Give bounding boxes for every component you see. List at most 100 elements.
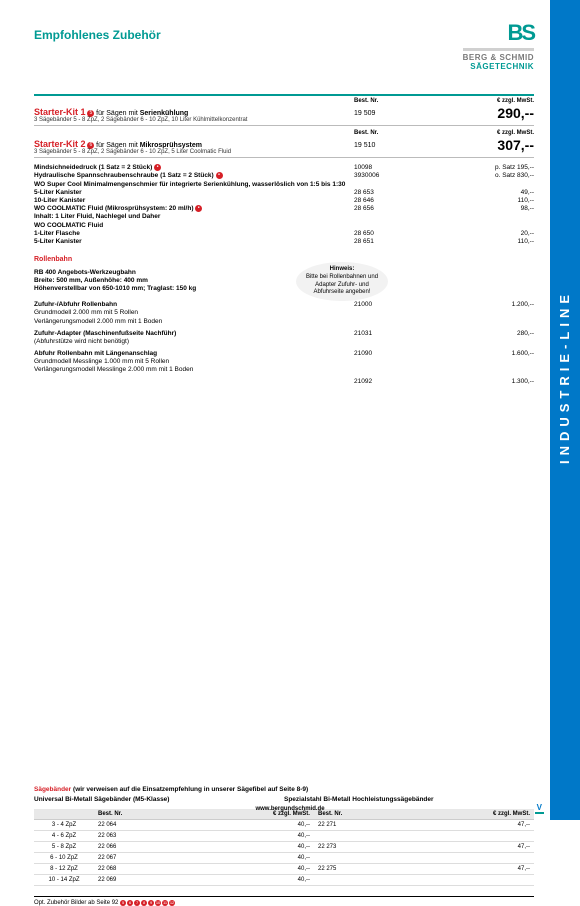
table-cell: 22 064	[94, 820, 186, 831]
footer-url: www.bergundschmid.de	[0, 806, 580, 812]
item-price	[444, 318, 534, 326]
ref-dot: 7	[134, 900, 140, 906]
item-row: WO COOLMATIC Fluid (Mikrosprühsystem: 20…	[34, 205, 534, 213]
table-cell: 8 - 12 ZpZ	[34, 864, 94, 875]
item-price: 110,--	[444, 238, 534, 246]
table-cell: 22 066	[94, 842, 186, 853]
item-best: 28 653	[354, 189, 444, 197]
item-price: 49,--	[444, 189, 534, 197]
hint-title: Hinweis:	[302, 266, 382, 274]
item-price	[444, 213, 534, 221]
item-text: 5-Liter Kanister	[34, 238, 354, 246]
table-cell	[406, 831, 534, 842]
item-text: 10-Liter Kanister	[34, 197, 354, 205]
item-text: 5-Liter Kanister	[34, 189, 354, 197]
rollen-block: Abfuhr Rollenbahn mit Längenanschlag2109…	[34, 350, 534, 374]
item-text: Abfuhr Rollenbahn mit Längenanschlag	[34, 350, 354, 358]
table-cell: 22 069	[94, 875, 186, 886]
item-best	[354, 181, 444, 189]
rollen-block: Zufuhr-/Abfuhr Rollenbahn210001.200,--Gr…	[34, 301, 534, 325]
kit1-best: 19 509	[354, 110, 444, 123]
table-cell: 22 271	[314, 820, 406, 831]
hint-box: Hinweis: Bitte bei Rollenbahnen und Adap…	[296, 262, 388, 301]
ref-dot: 5	[120, 900, 126, 906]
item-best	[354, 338, 444, 346]
brand-logo: BS BERG & SCHMID SÄGETECHNIK	[463, 20, 534, 71]
item-price: 1.300,--	[444, 378, 534, 386]
item-price: p. Satz 195,--	[444, 164, 534, 172]
table-header: Best. Nr. € zzgl. MwSt.	[34, 94, 534, 105]
item-price: 98,--	[444, 205, 534, 213]
table-row: 5 - 8 ZpZ22 06640,--22 27347,--	[34, 842, 534, 853]
item-text: Verlängerungsmodell Messlinge 2.000 mm m…	[34, 366, 354, 374]
item-row: 5-Liter Kanister28 651110,--	[34, 238, 534, 246]
table-cell: 10 - 14 ZpZ	[34, 875, 94, 886]
item-best: 28 646	[354, 197, 444, 205]
item-text: WO COOLMATIC Fluid	[34, 222, 354, 230]
table-row: 3 - 4 ZpZ22 06440,--22 27147,--	[34, 820, 534, 831]
kit2-best: 19 510	[354, 142, 444, 155]
hint-body: Bitte bei Rollenbahnen und Adapter Zufuh…	[302, 274, 382, 297]
table-header: Best. Nr. € zzgl. MwSt.	[34, 128, 534, 137]
item-price: 110,--	[444, 197, 534, 205]
item-row: Hydraulische Spannschraubenschraube (1 S…	[34, 172, 534, 180]
info-icon: 6	[87, 142, 94, 149]
item-text: Grundmodell Messlinge 1.000 mm mit 5 Rol…	[34, 358, 354, 366]
item-text: Grundmodell 2.000 mm mit 5 Rollen	[34, 309, 354, 317]
rollen-block: Zufuhr-Adapter (Maschinenfußseite Nachfü…	[34, 330, 534, 346]
item-price: 280,--	[444, 330, 534, 338]
item-row: Inhalt: 1 Liter Fluid, Nachlegel und Dah…	[34, 213, 534, 221]
info-icon: 5	[87, 110, 94, 117]
rollen-title: Rollenbahn	[34, 256, 534, 263]
ref-dot: 12	[169, 900, 175, 906]
item-price	[444, 366, 534, 374]
kit2-sub: 3 Sägebänder 5 - 8 ZpZ, 2 Sägebänder 6 -…	[34, 149, 354, 155]
item-text: Hydraulische Spannschraubenschraube (1 S…	[34, 172, 354, 180]
item-best: 3930006	[354, 172, 444, 180]
table-row: 10 - 14 ZpZ22 06940,--	[34, 875, 534, 886]
table-cell: 47,--	[406, 842, 534, 853]
logo-line2: SÄGETECHNIK	[463, 62, 534, 71]
item-best: 10098	[354, 164, 444, 172]
item-text: Verlängerungsmodell 2.000 mm mit 1 Boden	[34, 318, 354, 326]
item-best	[354, 318, 444, 326]
table-cell: 40,--	[186, 864, 314, 875]
item-best: 21090	[354, 350, 444, 358]
kit1-price: 290,--	[444, 105, 534, 123]
kit1-row: Starter-Kit 1 5 für Sägen mit Serienkühl…	[34, 105, 534, 126]
ref-dot: 9	[148, 900, 154, 906]
table-row: 8 - 12 ZpZ22 06840,--22 27547,--	[34, 864, 534, 875]
table-cell: 5 - 8 ZpZ	[34, 842, 94, 853]
item-row: Mindsichneidedruck (1 Satz = 2 Stück) •1…	[34, 164, 534, 172]
saw-sub2: Spezialstahl Bi-Metall Hochleistungssäge…	[284, 796, 534, 803]
item-price	[444, 222, 534, 230]
item-row: WO Super Cool Minimalmengenschmier für i…	[34, 181, 534, 189]
item-row: WO COOLMATIC Fluid	[34, 222, 534, 230]
page-ref-dots: 56789101112	[120, 900, 176, 906]
item-text: WO COOLMATIC Fluid (Mikrosprühsystem: 20…	[34, 205, 354, 213]
table-cell: 40,--	[186, 853, 314, 864]
side-tab-label: INDUSTRIE-LINE	[557, 290, 572, 464]
item-row: Höhenverstellbar von 650-1010 mm; Tragla…	[34, 285, 534, 293]
item-price	[444, 338, 534, 346]
item-best: 21000	[354, 301, 444, 309]
col-best: Best. Nr.	[354, 130, 444, 136]
col-price: € zzgl. MwSt.	[444, 98, 534, 104]
kit2-price: 307,--	[444, 137, 534, 155]
item-price: 20,--	[444, 230, 534, 238]
ref-dot: 8	[141, 900, 147, 906]
saw-title: Sägebänder (wir verweisen auf die Einsat…	[34, 786, 534, 793]
item-price	[444, 181, 534, 189]
saw-title-red: Sägebänder	[34, 786, 71, 793]
table-cell: 6 - 10 ZpZ	[34, 853, 94, 864]
item-best: 28 656	[354, 205, 444, 213]
table-cell: 22 275	[314, 864, 406, 875]
table-cell	[314, 831, 406, 842]
table-cell	[314, 875, 406, 886]
item-row: Breite: 500 mm, Außenhöhe: 400 mm	[34, 277, 534, 285]
table-cell: 22 068	[94, 864, 186, 875]
table-cell: 22 273	[314, 842, 406, 853]
table-cell	[314, 853, 406, 864]
item-best	[354, 366, 444, 374]
table-cell: 47,--	[406, 820, 534, 831]
